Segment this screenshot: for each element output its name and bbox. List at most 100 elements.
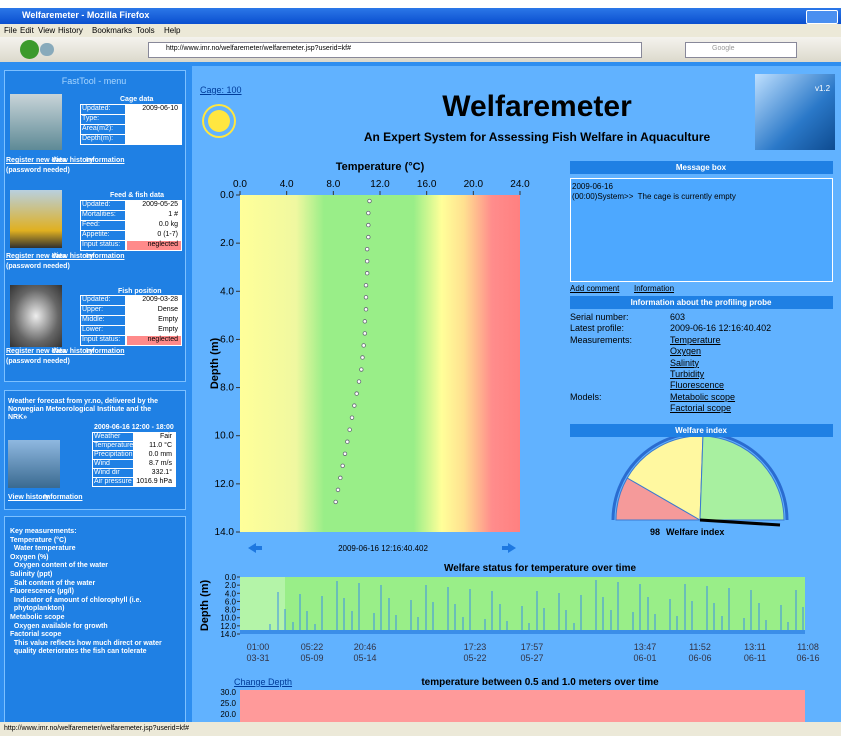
feeder-photo	[10, 190, 62, 248]
menu-item[interactable]: History	[58, 26, 83, 35]
table-value: 2009-05-25	[142, 201, 178, 208]
info-value[interactable]: Factorial scope	[670, 403, 732, 414]
chart-title: temperature between 0.5 and 1.0 meters o…	[421, 677, 659, 688]
menu-item[interactable]: Edit	[20, 26, 34, 35]
weather-period: 2009-06-16 12:00 - 18:00	[94, 424, 174, 431]
x-tick-date: 06-06	[688, 653, 711, 663]
sun-icon	[208, 110, 230, 132]
mountain-image	[755, 74, 835, 150]
data-point	[356, 379, 362, 384]
table-label: Middle:	[82, 316, 105, 323]
link[interactable]: View history	[52, 157, 94, 164]
weather-intro: Norwegian Meteorological Institute and t…	[8, 406, 152, 413]
key-line: quality deteriorates the fish can tolera…	[10, 648, 147, 656]
chart-title: Temperature (°C)	[336, 161, 425, 173]
cage-link[interactable]: Cage: 100	[200, 85, 242, 95]
y-tick-label: 10.0	[220, 614, 236, 623]
info-value[interactable]: Metabolic scope	[670, 391, 736, 402]
table-label: Air pressure	[94, 478, 132, 485]
search-box[interactable]	[685, 42, 797, 58]
window-buttons[interactable]	[806, 10, 838, 24]
menu-item[interactable]: View	[38, 26, 56, 35]
x-tick-time: 11:08	[797, 642, 819, 652]
menu-item[interactable]: Help	[164, 26, 181, 35]
link[interactable]: View history	[52, 348, 94, 355]
info-value[interactable]: Salinity	[670, 357, 700, 368]
link[interactable]: Register new data	[6, 253, 66, 260]
key-line: Metabolic scope	[10, 614, 65, 621]
info-value[interactable]: Temperature	[670, 334, 721, 345]
link[interactable]: Register new data	[6, 348, 66, 355]
table-label: Appetite:	[82, 231, 110, 238]
page-title: Welfaremeter	[442, 90, 632, 123]
menu-item[interactable]: File	[4, 26, 17, 35]
message-text: (00:00)System>> The cage is currently em…	[572, 192, 736, 201]
link[interactable]: Information	[44, 494, 83, 501]
forward-button[interactable]	[40, 43, 54, 56]
table-value: neglected	[147, 336, 178, 343]
table-label: Updated:	[82, 105, 111, 112]
table-value: 0 (1-7)	[157, 231, 178, 238]
x-tick-date: 06-16	[796, 653, 819, 663]
link[interactable]: Add comment	[570, 284, 620, 293]
table-value: 2009-06-10	[142, 105, 178, 112]
url-box[interactable]	[148, 42, 642, 58]
menu-bar	[0, 24, 841, 37]
x-tick-time: 17:57	[521, 642, 544, 652]
back-button[interactable]	[20, 40, 39, 59]
section-bar	[570, 296, 833, 309]
link[interactable]: Information	[86, 157, 125, 164]
link[interactable]: Information	[86, 348, 125, 355]
info-value: 2009-06-16 12:16:40.402	[670, 323, 772, 334]
change-depth-link[interactable]: Change Depth	[234, 677, 293, 687]
link[interactable]: Information	[86, 253, 125, 260]
info-label: Measurements:	[570, 334, 633, 345]
key-line: Factorial scope	[10, 631, 62, 639]
section-bar	[570, 424, 833, 437]
data-point	[364, 258, 370, 264]
weather-photo	[8, 440, 60, 488]
link[interactable]: Information	[634, 284, 675, 293]
info-value[interactable]: Fluorescence	[670, 380, 725, 391]
table-label: Depth(m):	[82, 135, 114, 142]
info-value[interactable]: Oxygen	[670, 346, 702, 357]
table-label-cell	[92, 477, 134, 487]
table-value: Empty	[158, 326, 178, 333]
table-label: Lower:	[82, 326, 104, 333]
data-point	[349, 415, 355, 420]
table-label: Type:	[82, 115, 100, 122]
info-value: 603	[670, 312, 686, 322]
key-line: This value reflects how much direct or w…	[10, 639, 162, 647]
info-value[interactable]: Turbidity	[670, 369, 705, 379]
data-point	[362, 331, 368, 336]
data-point	[333, 499, 338, 505]
table-value: 0.0 kg	[158, 221, 178, 228]
data-point	[366, 222, 371, 228]
next-arrow	[502, 543, 516, 553]
data-point	[366, 234, 371, 240]
table-value: 332.1°	[151, 469, 172, 476]
y-axis-label: Depth (m)	[199, 580, 211, 632]
menu-item[interactable]: Tools	[136, 26, 155, 35]
link[interactable]: View history	[52, 253, 94, 260]
table-value: 2009-03-28	[142, 296, 178, 303]
data-point	[342, 451, 348, 456]
link[interactable]: Register new data	[6, 157, 66, 164]
table-label: Mortalities:	[82, 211, 116, 218]
table-label-cell	[80, 240, 126, 251]
y-tick-label: 8.0	[220, 383, 234, 394]
weather-intro: NRK»	[8, 414, 28, 421]
data-point	[363, 307, 369, 312]
password-note: (password needed)	[6, 358, 70, 365]
key-panel	[4, 516, 186, 724]
link[interactable]: View history	[8, 494, 50, 501]
menu-item[interactable]: Bookmarks	[92, 26, 133, 35]
title-bar	[0, 8, 841, 24]
table-value: Empty	[158, 316, 178, 323]
x-tick-label: 12.0	[370, 179, 390, 190]
table-value: 11.0 °C	[149, 442, 172, 449]
key-line: Oxygen available for growth	[10, 622, 108, 630]
table-value: Dense	[157, 306, 178, 313]
x-tick-label: 16.0	[417, 179, 437, 190]
